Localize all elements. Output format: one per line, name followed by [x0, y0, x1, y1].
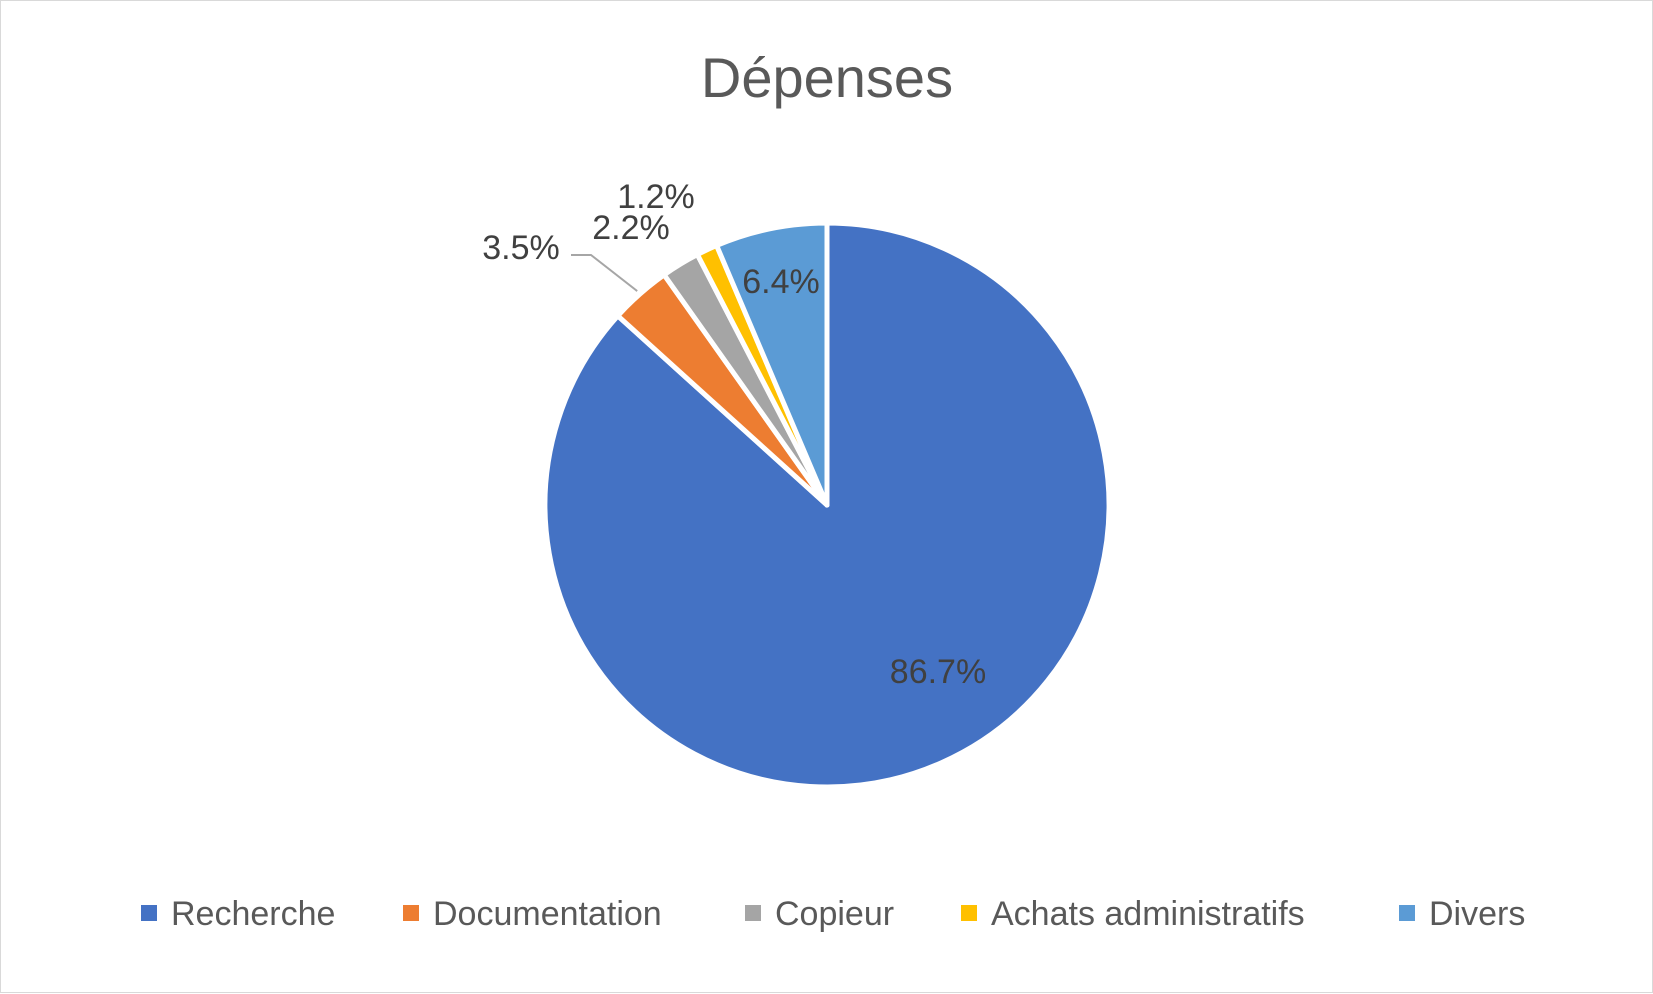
data-label-divers: 6.4% — [742, 263, 820, 301]
legend: Recherche Documentation Copieur Achats admi… — [141, 895, 1525, 933]
legend-label-divers: Divers — [1429, 895, 1525, 933]
chart-title: Dépenses — [701, 46, 953, 109]
legend-label-documentation: Documentation — [433, 895, 662, 933]
legend-item-recherche: Recherche — [141, 895, 335, 933]
legend-item-documentation: Documentation — [403, 895, 662, 933]
legend-item-divers: Divers — [1399, 895, 1525, 933]
legend-item-achats-administratifs: Achats administratifs — [961, 895, 1305, 933]
legend-swatch-documentation — [403, 905, 419, 921]
data-label-documentation: 3.5% — [482, 229, 560, 267]
legend-label-copieur: Copieur — [775, 895, 894, 933]
leader-line-documentation — [571, 254, 638, 292]
pie-slice-recherche — [542, 220, 1112, 790]
legend-swatch-copieur — [745, 905, 761, 921]
legend-label-recherche: Recherche — [171, 895, 335, 933]
legend-swatch-achats-administratifs — [961, 905, 977, 921]
data-labels: 86.7% 3.5% 2.2%1.2% 6.4% — [482, 178, 986, 691]
pie-slices — [542, 220, 1112, 790]
data-label-recherche: 86.7% — [890, 653, 986, 691]
legend-label-achats-administratifs: Achats administratifs — [991, 895, 1305, 933]
pie-slice-divers — [714, 220, 830, 508]
legend-swatch-divers — [1399, 905, 1415, 921]
data-label-copieur: 2.2% — [592, 209, 670, 247]
legend-item-copieur: Copieur — [745, 895, 894, 933]
legend-swatch-recherche — [141, 905, 157, 921]
data-label-achats-administratifs: 1.2% — [617, 178, 695, 216]
leader-lines — [571, 254, 638, 292]
